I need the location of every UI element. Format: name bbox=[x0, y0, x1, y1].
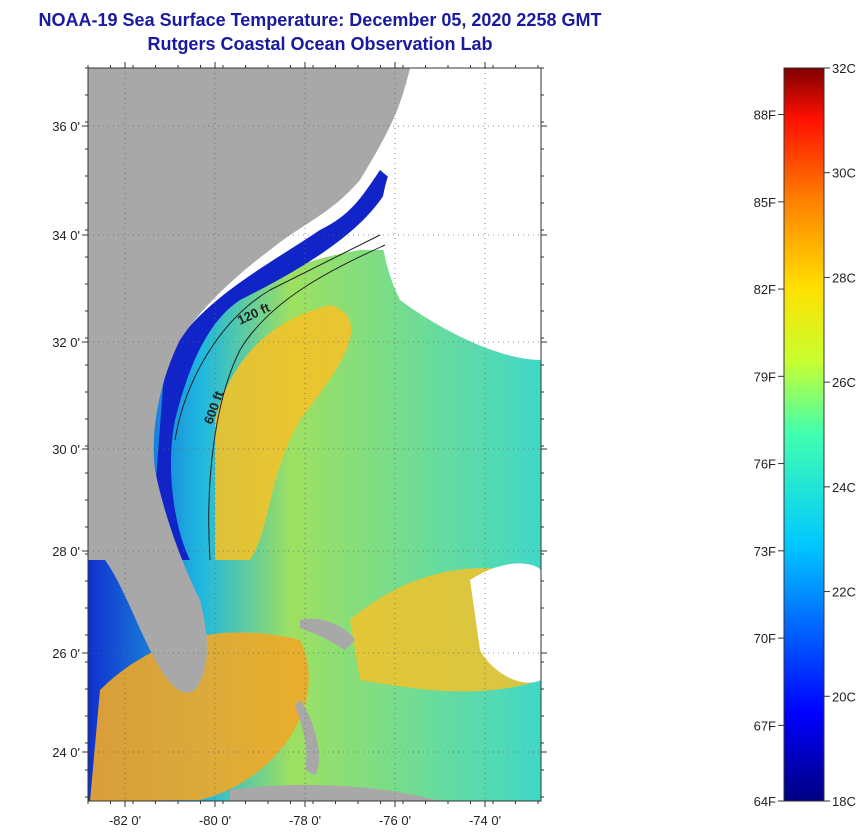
lat-label: 32 0' bbox=[52, 335, 80, 350]
map-ticks bbox=[82, 62, 547, 807]
colorbar-label-f: 88F bbox=[754, 108, 776, 123]
colorbar-label-f: 82F bbox=[754, 282, 776, 297]
lat-label: 28 0' bbox=[52, 544, 80, 559]
sst-warm-south bbox=[90, 632, 309, 801]
colorbar-label-c: 24C bbox=[832, 480, 856, 495]
land-bahamas-2 bbox=[295, 700, 320, 775]
lat-label: 36 0' bbox=[52, 119, 80, 134]
cloud-ne bbox=[381, 68, 541, 360]
colorbar-label-f: 73F bbox=[754, 544, 776, 559]
map-frame bbox=[87, 67, 542, 802]
lat-label: 26 0' bbox=[52, 646, 80, 661]
chart-title: NOAA-19 Sea Surface Temperature: Decembe… bbox=[38, 10, 602, 30]
lat-label: 30 0' bbox=[52, 442, 80, 457]
contour-120ft bbox=[174, 234, 381, 441]
lon-label: -76 0' bbox=[379, 813, 411, 828]
colorbar-label-c: 18C bbox=[832, 794, 856, 809]
lat-label: 24 0' bbox=[52, 745, 80, 760]
latitude-labels: 36 0' 34 0' 32 0' 30 0' 28 0' 26 0' 24 0' bbox=[52, 119, 80, 760]
longitude-labels: -82 0' -80 0' -78 0' -76 0' -74 0' bbox=[109, 813, 501, 828]
colorbar-label-f: 85F bbox=[754, 195, 776, 210]
lon-label: -82 0' bbox=[109, 813, 141, 828]
sst-warm-gulfstream bbox=[215, 305, 352, 560]
colorbar-label-f: 64F bbox=[754, 794, 776, 809]
land-us bbox=[88, 68, 410, 693]
colorbar-label-f: 79F bbox=[754, 369, 776, 384]
sst-cold-coastal bbox=[150, 170, 392, 560]
colorbar-label-f: 67F bbox=[754, 718, 776, 733]
graticule bbox=[88, 68, 541, 801]
colorbar-label-c: 20C bbox=[832, 689, 856, 704]
colorbar-label-f: 70F bbox=[754, 631, 776, 646]
lon-label: -74 0' bbox=[469, 813, 501, 828]
land-bahamas-1 bbox=[300, 618, 355, 650]
contour-600ft bbox=[208, 244, 386, 561]
chart-subtitle: Rutgers Coastal Ocean Observation Lab bbox=[147, 34, 493, 54]
lat-label: 34 0' bbox=[52, 228, 80, 243]
colorbar-label-c: 22C bbox=[832, 585, 856, 600]
colorbar-label-c: 32C bbox=[832, 61, 856, 76]
land-cuba bbox=[230, 784, 440, 801]
colorbar-celsius-labels: 32C 30C 28C 26C 24C 22C 20C 18C bbox=[824, 61, 856, 809]
colorbar-label-c: 30C bbox=[832, 166, 856, 181]
colorbar-fahrenheit-labels: 88F 85F 82F 79F 76F 73F 70F 67F 64F bbox=[754, 108, 784, 809]
map-panel: 120 ft 600 ft bbox=[88, 68, 541, 801]
lon-label: -78 0' bbox=[289, 813, 321, 828]
colorbar-label-f: 76F bbox=[754, 457, 776, 472]
colorbar-label-c: 28C bbox=[832, 270, 856, 285]
lon-label: -80 0' bbox=[199, 813, 231, 828]
colorbar bbox=[783, 67, 825, 802]
colorbar-label-c: 26C bbox=[832, 375, 856, 390]
